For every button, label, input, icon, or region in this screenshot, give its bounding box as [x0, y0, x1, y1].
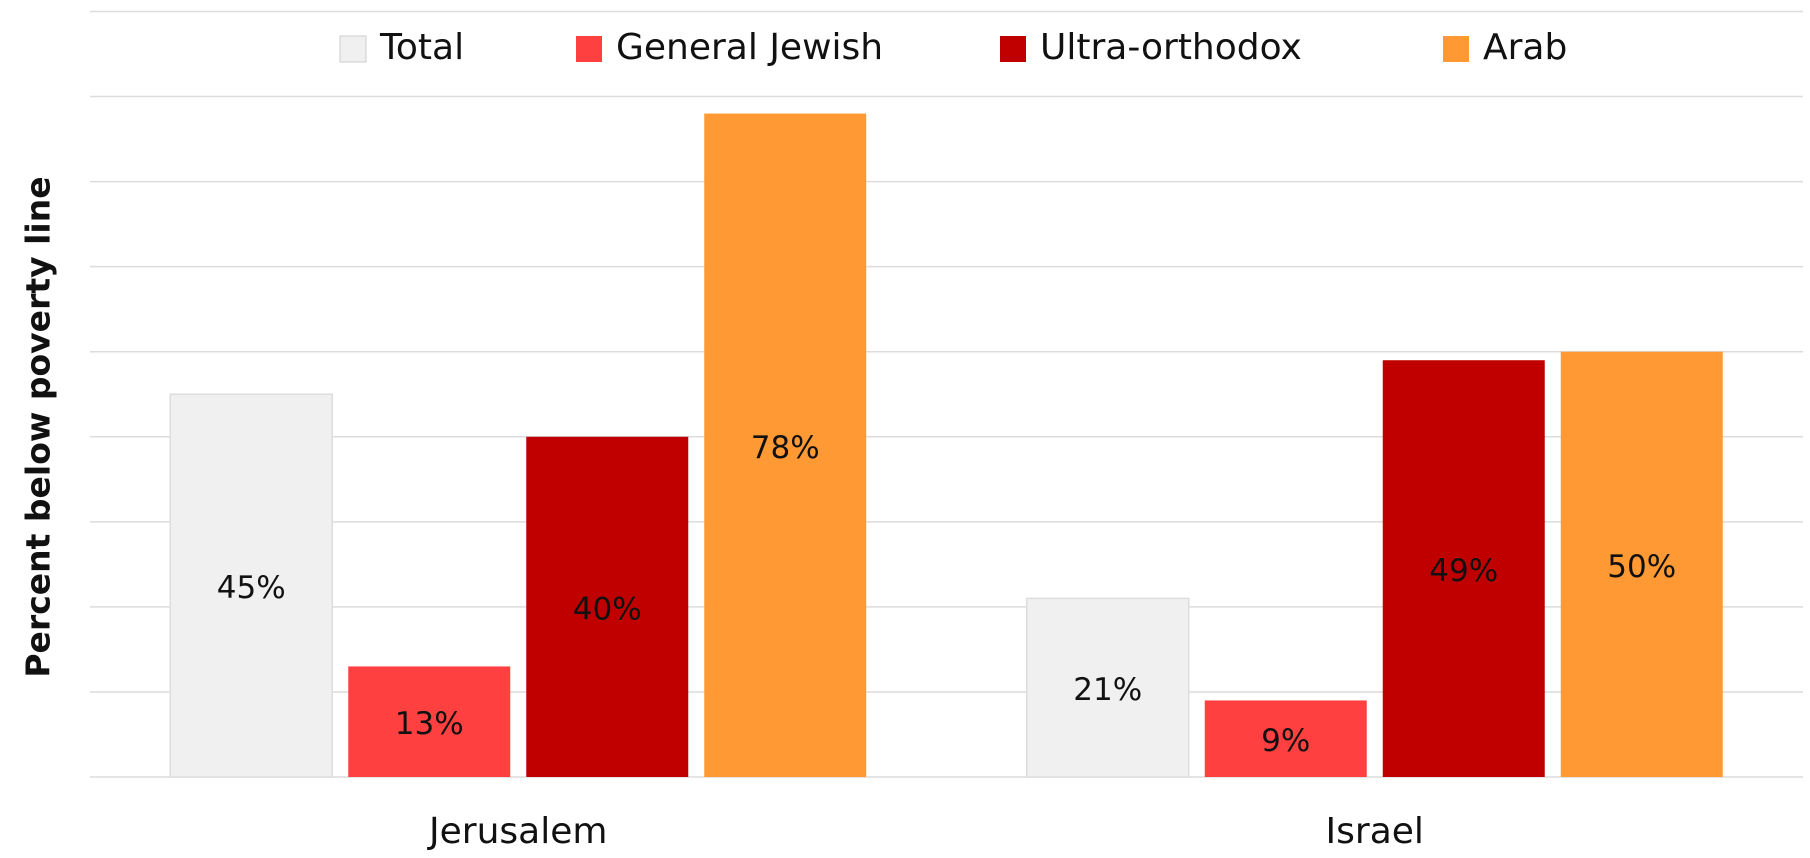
bar	[348, 666, 511, 777]
value-label: 45%	[217, 570, 286, 606]
bar	[1382, 360, 1545, 777]
bar	[1204, 700, 1367, 777]
bar	[526, 436, 689, 777]
value-label: 78%	[751, 430, 820, 466]
legend-swatch	[576, 36, 602, 62]
legend-swatch	[339, 35, 367, 63]
bar	[1026, 597, 1190, 778]
value-label: 9%	[1261, 723, 1310, 759]
bar	[1560, 351, 1723, 777]
legend-swatch	[1443, 36, 1469, 62]
x-tick-label: Israel	[1326, 811, 1424, 852]
value-label: 50%	[1607, 549, 1676, 585]
legend-swatch	[1000, 36, 1026, 62]
value-label: 21%	[1073, 672, 1142, 708]
legend-label: Arab	[1483, 27, 1567, 68]
value-label: 40%	[573, 591, 642, 627]
legend-label: General Jewish	[616, 27, 883, 68]
bar	[169, 393, 333, 778]
x-tick-label: Jerusalem	[427, 811, 607, 852]
legend-label: Total	[379, 27, 464, 68]
value-label: 13%	[395, 706, 464, 742]
y-axis-label: Percent below poverty line	[19, 176, 58, 677]
legend-label: Ultra-orthodox	[1040, 27, 1302, 68]
bar	[704, 113, 867, 778]
value-label: 49%	[1429, 553, 1498, 589]
